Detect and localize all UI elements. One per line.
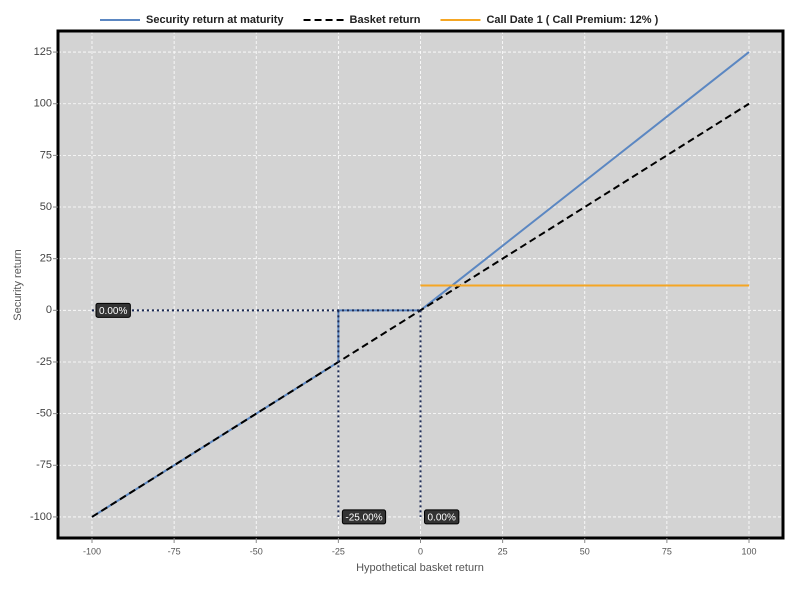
legend: Security return at maturity Basket return… [100,14,659,26]
y-tick-label: -25 [36,356,52,368]
marks: 0.00% -25.00% 0.00% [91,51,750,525]
x-tick-label: 75 [662,546,672,556]
y-tick-label: 75 [40,149,52,161]
reference-label: -25.00% [345,513,382,524]
y-tick-label: 100 [34,98,52,110]
x-tick-label: 100 [741,546,756,556]
legend-label: Call Date 1 ( Call Premium: 12% ) [486,14,658,26]
reference-label-box [95,302,131,318]
y-axis-title: Security return [12,249,24,321]
y-tick-label: -100 [30,511,52,523]
y-tick-label: 125 [34,46,52,58]
y-tick-label: -75 [36,459,52,471]
x-axis-title: Hypothetical basket return [356,562,484,574]
legend-label: Basket return [350,14,421,26]
reference-label: 0.00% [428,513,456,524]
x-tick-label: -50 [250,546,263,556]
reference-label: 0.00% [99,306,127,317]
x-tick-label: 25 [498,546,508,556]
y-tick-label: 0 [46,304,52,316]
legend-label: Security return at maturity [146,14,284,26]
x-tick-label: 0 [418,546,423,556]
reference-label-box [424,509,460,525]
x-tick-label: 50 [580,546,590,556]
reference-label-box [341,509,387,525]
x-tick-label: -100 [83,546,101,556]
y-tick-label: 50 [40,201,52,213]
y-tick-label: 25 [40,253,52,265]
x-tick-label: -75 [168,546,181,556]
y-tick-label: -50 [36,408,52,420]
x-tick-label: -25 [332,546,345,556]
